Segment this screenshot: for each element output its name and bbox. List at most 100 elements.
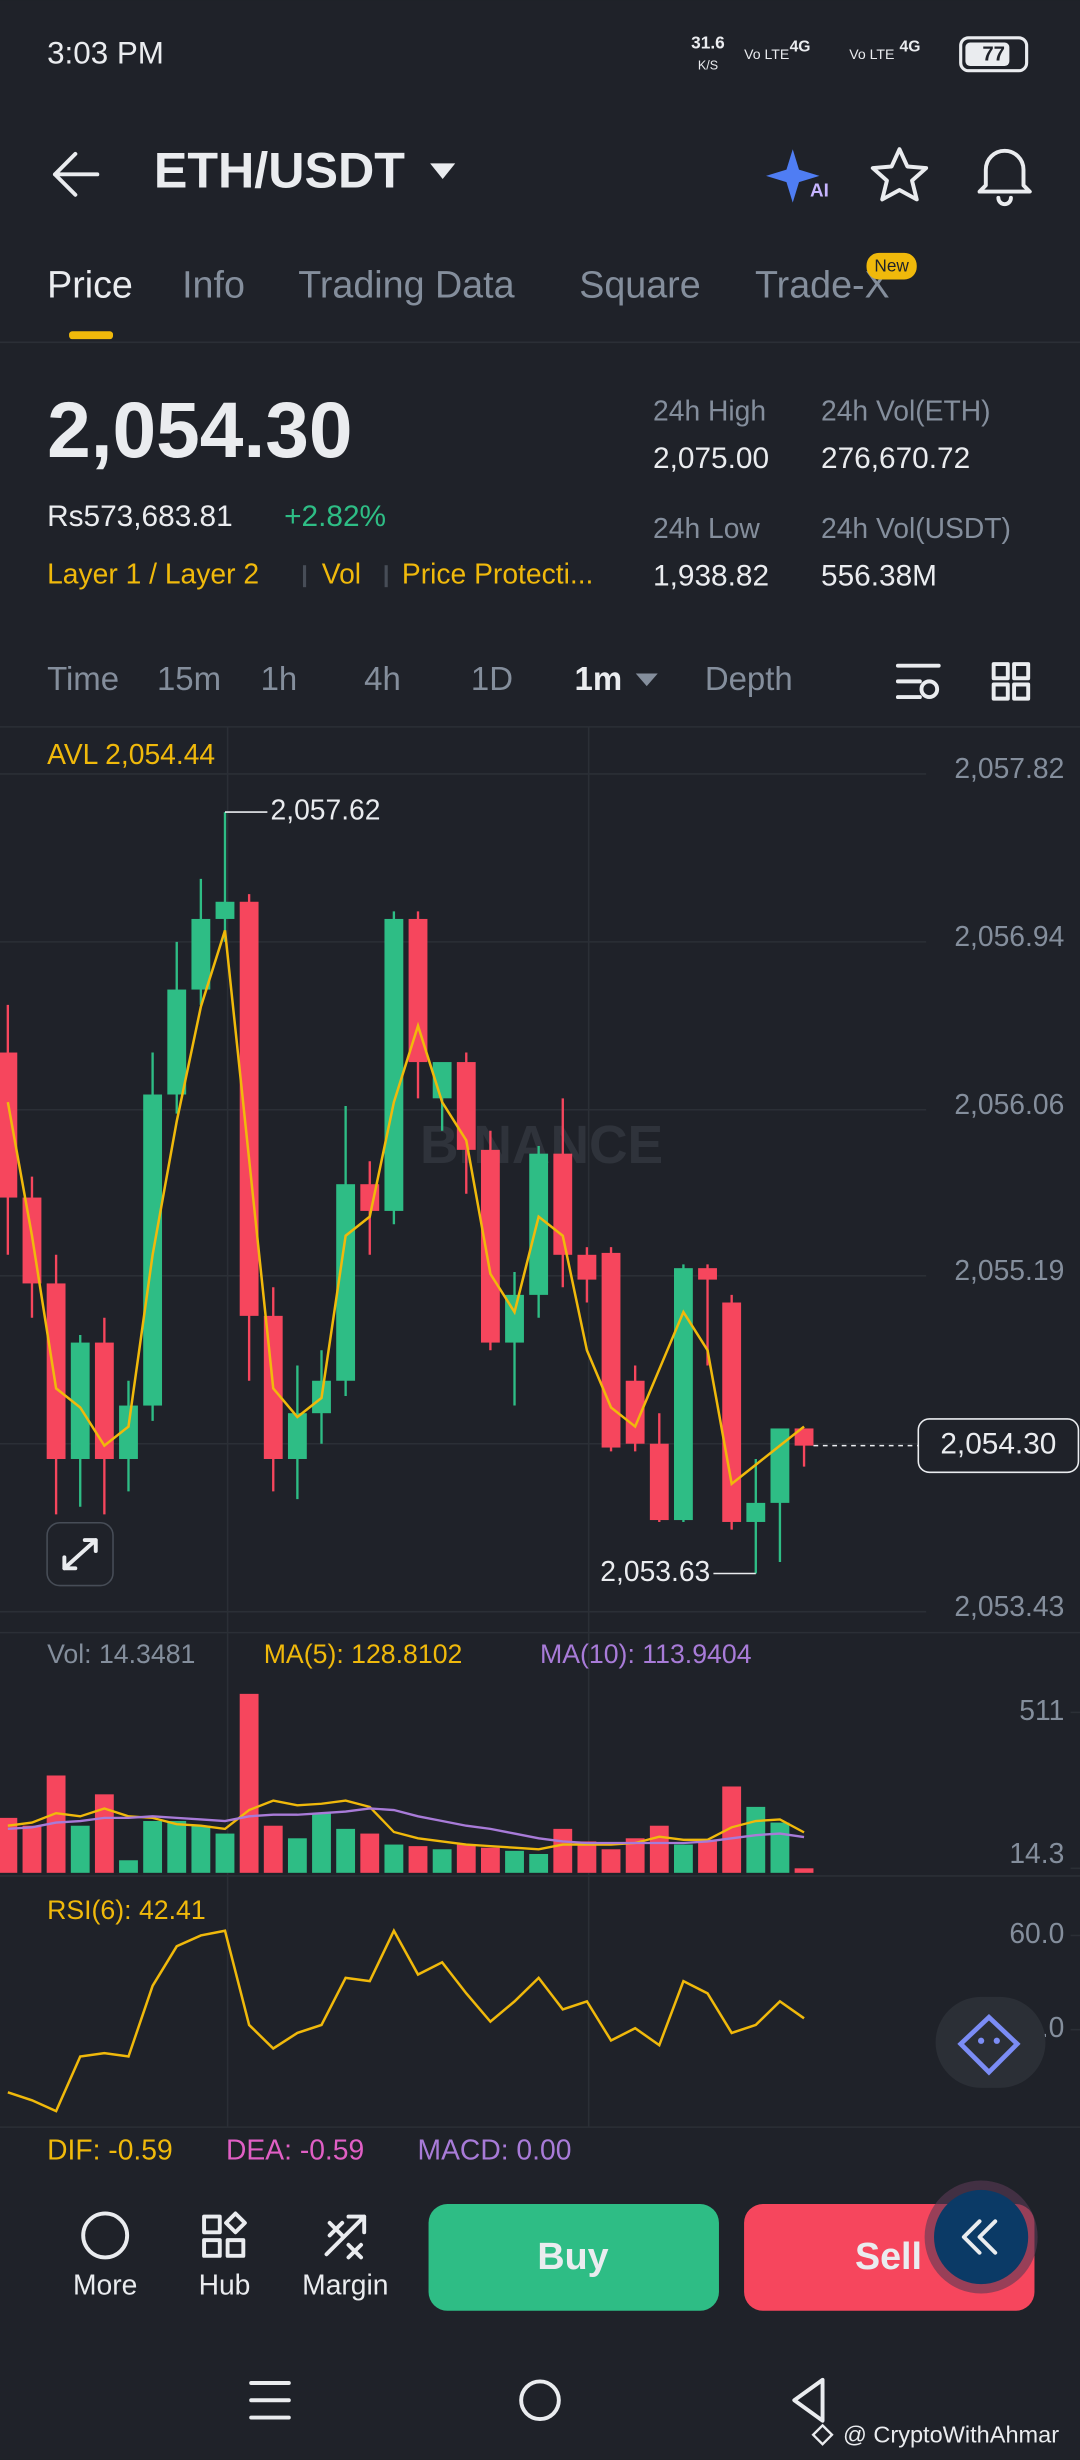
volume-bar <box>770 1822 790 1873</box>
volume-bar <box>215 1833 235 1873</box>
avl-legend: AVL 2,054.44 <box>47 738 215 770</box>
interval[interactable]: Time <box>47 660 119 697</box>
indicator-settings[interactable] <box>895 663 941 700</box>
tool-label[interactable]: Margin <box>302 2269 388 2301</box>
macd-legend: MACD: 0.00 <box>418 2134 572 2166</box>
stat-label: 24h Vol(ETH) <box>821 394 991 426</box>
favorite-button[interactable] <box>870 147 929 202</box>
tab[interactable]: Price <box>47 263 133 305</box>
candle-body <box>239 901 259 1316</box>
volume-bar <box>722 1786 742 1873</box>
ma-legend: MA(5): 128.8102 <box>264 1639 463 1669</box>
stat-label: 24h High <box>653 394 766 426</box>
tag[interactable]: Price Protecti... <box>402 558 594 590</box>
tag[interactable]: Layer 1 / Layer 2 <box>47 558 259 590</box>
nav-home[interactable] <box>519 2379 561 2422</box>
tab[interactable]: Trading Data <box>298 263 514 305</box>
margin-icon[interactable] <box>324 2214 367 2260</box>
interval[interactable]: 4h <box>364 660 401 697</box>
tab[interactable]: Info <box>182 263 245 305</box>
max-label: 2,057.62 <box>271 794 381 826</box>
y-tick-label: 2,057.82 <box>954 752 1064 784</box>
candle-body <box>770 1428 790 1503</box>
ai-badge: AI <box>810 180 829 201</box>
candle-body <box>529 1153 549 1295</box>
volume-bar <box>94 1794 114 1873</box>
indicator-settings-dot <box>919 679 940 700</box>
stat-value: 1,938.82 <box>653 560 769 593</box>
assistant-button[interactable] <box>957 2013 1021 2076</box>
fab-icon <box>961 2219 998 2255</box>
interval[interactable]: 1D <box>471 660 513 697</box>
charts: BINANCE2,057.822,056.942,056.062,055.192… <box>0 752 1080 2113</box>
candle-body <box>722 1302 742 1522</box>
volume-bar <box>698 1841 717 1873</box>
pair-title[interactable]: ETH/USDT <box>154 143 405 199</box>
volume-bar <box>746 1806 766 1873</box>
y-tick-label: 2,056.06 <box>954 1088 1064 1120</box>
ma-line <box>6 930 805 1487</box>
volume-bar <box>577 1841 597 1873</box>
nav-recent[interactable] <box>249 2381 291 2420</box>
nav-back[interactable] <box>792 2377 825 2423</box>
candle-body <box>287 1413 307 1459</box>
watermark-logo <box>811 2423 834 2446</box>
macd-legend: DEA: -0.59 <box>226 2134 364 2166</box>
ai-icon[interactable] <box>766 149 820 203</box>
battery-level <box>965 42 1010 67</box>
volume-bar <box>553 1828 573 1873</box>
volume-bar <box>601 1849 621 1873</box>
new-badge-text: New <box>874 256 909 276</box>
y-tick-label: 2,053.43 <box>954 1590 1064 1622</box>
tag[interactable]: Vol <box>322 558 361 590</box>
volume-bar <box>239 1693 259 1873</box>
candle-body <box>119 1405 138 1459</box>
assistant-bg <box>935 1996 1046 2088</box>
y-tick-label: 60.0 <box>1009 1917 1064 1949</box>
candle-body <box>625 1380 645 1444</box>
interval[interactable]: 1h <box>261 660 298 697</box>
volume-bar <box>794 1868 814 1873</box>
tag-separator <box>302 565 307 588</box>
tab[interactable]: Square <box>579 263 700 305</box>
hub-icon[interactable] <box>202 2211 247 2258</box>
rsi-legend: RSI(6): 42.41 <box>47 1895 206 1925</box>
more-icon[interactable] <box>81 2211 130 2260</box>
volume-bar <box>625 1838 645 1873</box>
stat-label: 24h Vol(USDT) <box>821 512 1011 544</box>
candle-body <box>649 1443 669 1521</box>
volume-bar <box>456 1844 476 1873</box>
volume-bar <box>287 1838 307 1873</box>
ma-legend: MA(10): 113.9404 <box>540 1639 752 1669</box>
interval-dropdown[interactable] <box>635 673 658 687</box>
volume-bar <box>46 1775 66 1873</box>
interval[interactable]: Depth <box>705 660 793 697</box>
pair-dropdown[interactable] <box>430 163 456 180</box>
candle-body <box>384 918 404 1211</box>
volume-bar <box>191 1825 211 1873</box>
interval-active[interactable]: 1m <box>575 660 623 697</box>
macd-legend: DIF: -0.59 <box>47 2134 173 2166</box>
min-label: 2,053.63 <box>600 1555 710 1587</box>
volume-bar <box>408 1846 428 1873</box>
interval[interactable]: 15m <box>157 660 221 697</box>
volume-bar <box>263 1825 283 1873</box>
back-button[interactable] <box>52 151 100 197</box>
rsi-line <box>7 1927 805 2113</box>
tool-label[interactable]: More <box>73 2269 137 2301</box>
fullscreen-icon <box>62 1538 98 1571</box>
stat-label: 24h Low <box>653 512 760 544</box>
net-unit: K/S <box>698 58 718 72</box>
fiat-price: Rs573,683.81 <box>47 500 233 533</box>
volume-bar <box>167 1821 187 1873</box>
layout-button[interactable] <box>991 662 1031 701</box>
tool-label[interactable]: Hub <box>199 2269 251 2301</box>
buy-button[interactable] <box>428 2204 719 2311</box>
y-tick-label: 2,055.19 <box>954 1254 1064 1286</box>
tab-indicator <box>69 331 114 340</box>
alert-button[interactable] <box>977 148 1032 207</box>
volume-bar <box>529 1853 549 1873</box>
assistant-eye <box>977 2037 985 2044</box>
volume-legend: Vol: 14.3481 <box>47 1639 195 1669</box>
assistant-eye <box>993 2037 1000 2044</box>
